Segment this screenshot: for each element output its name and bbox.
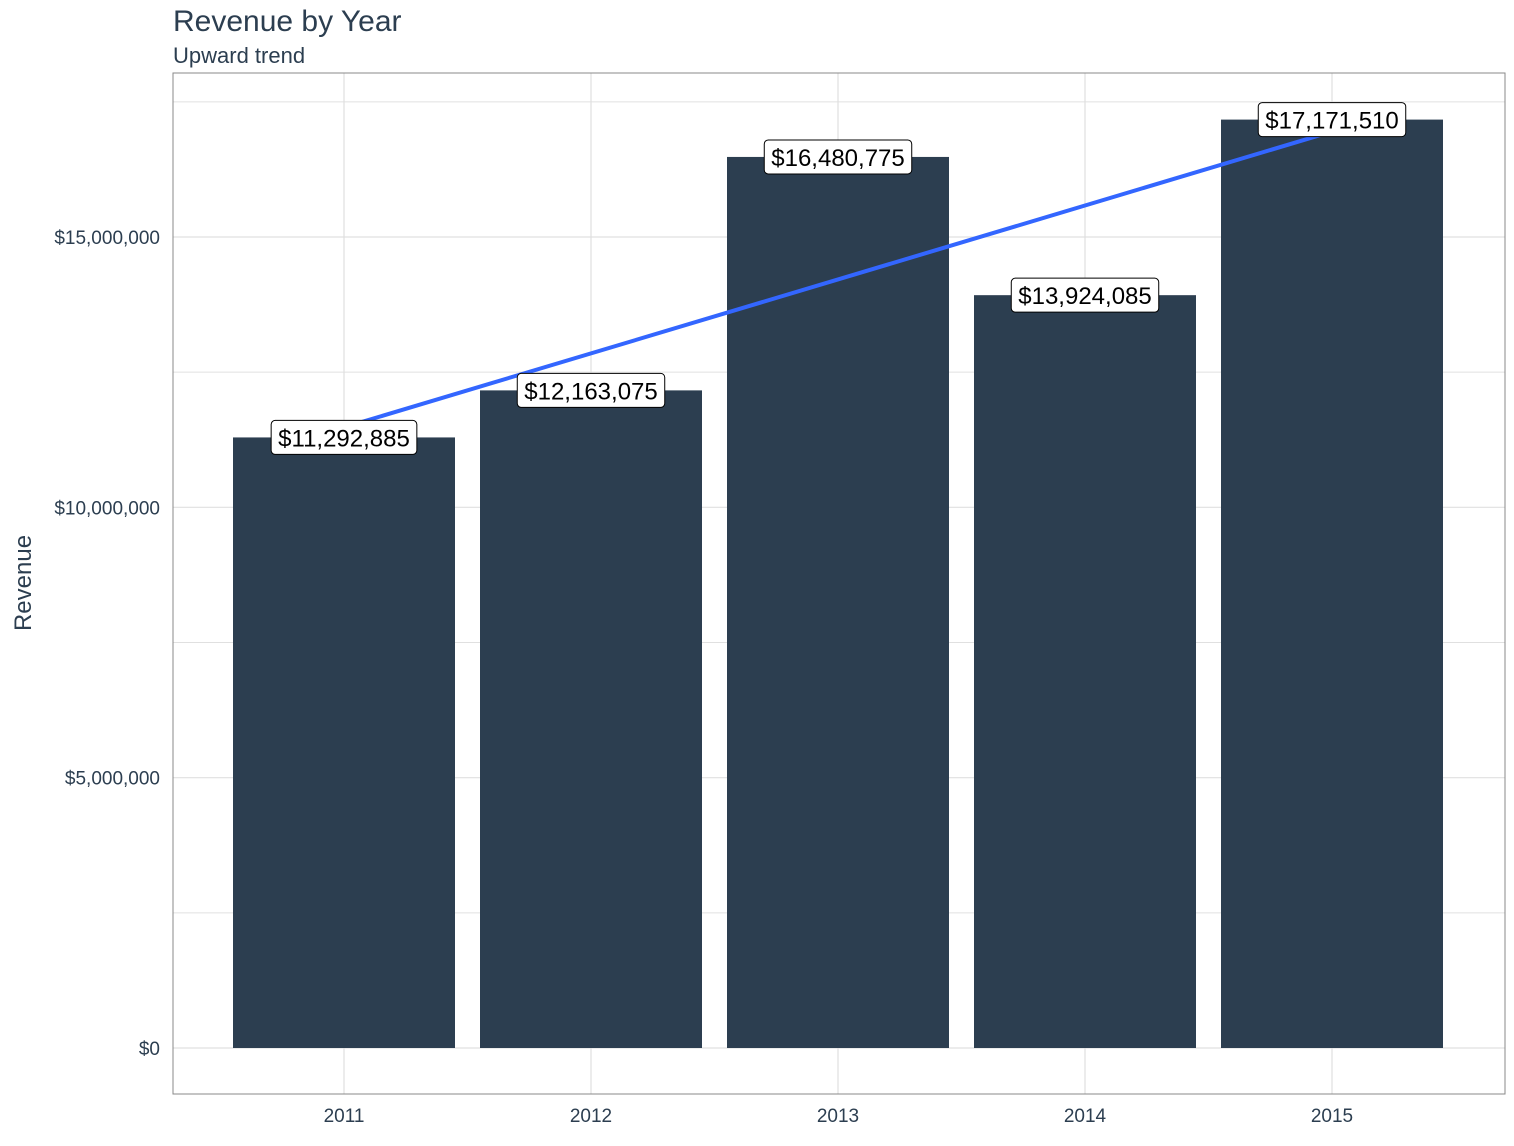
data-label-text: $11,292,885 [278, 425, 410, 452]
bar-2015 [1221, 119, 1443, 1048]
y-axis-title: Revenue [10, 535, 37, 631]
x-tick-label: 2011 [324, 1106, 365, 1127]
data-label-text: $12,163,075 [524, 378, 657, 405]
bars-layer [233, 119, 1443, 1049]
trend-line [343, 129, 1333, 430]
chart-title: Revenue by Year [173, 5, 402, 38]
data-label-box [270, 419, 418, 455]
y-tick-label: $0 [139, 1039, 160, 1060]
data-label-text: $17,171,510 [1265, 108, 1398, 135]
bar-2012 [480, 390, 702, 1049]
y-tick-label: $5,000,000 [65, 769, 160, 790]
bar-2013 [727, 156, 949, 1048]
bar-2014 [974, 295, 1196, 1048]
data-label-2012: $12,163,075 [516, 372, 666, 408]
y-tick-label: $15,000,000 [54, 228, 160, 249]
x-tick-label: 2014 [1064, 1106, 1107, 1127]
data-label-2014: $13,924,085 [1010, 277, 1160, 313]
data-label-box [763, 139, 913, 175]
x-tick-label: 2013 [817, 1106, 859, 1127]
axes-layer: $0 $5,000,000 $10,000,000 $15,000,000 2011 20… [54, 72, 1506, 1127]
trend-layer [343, 129, 1333, 430]
y-tick-label: $10,000,000 [54, 498, 160, 519]
labels-layer: $11,292,885 $12,163,075 $16,480,775 $13,924… [270, 102, 1407, 455]
data-label-text: $16,480,775 [771, 145, 904, 172]
x-tick-label: 2012 [570, 1106, 612, 1127]
bar-2011 [233, 437, 455, 1048]
data-label-box [516, 372, 666, 408]
panel-border [172, 72, 1506, 1095]
data-label-2011: $11,292,885 [270, 419, 418, 455]
chart-subtitle: Upward trend [173, 43, 305, 68]
x-tick-label: 2015 [1311, 1106, 1353, 1127]
data-label-text: $13,924,085 [1018, 283, 1151, 310]
data-label-2015: $17,171,510 [1257, 102, 1407, 138]
data-label-2013: $16,480,775 [763, 139, 913, 175]
data-label-box [1010, 277, 1160, 313]
data-label-box [1257, 102, 1407, 138]
